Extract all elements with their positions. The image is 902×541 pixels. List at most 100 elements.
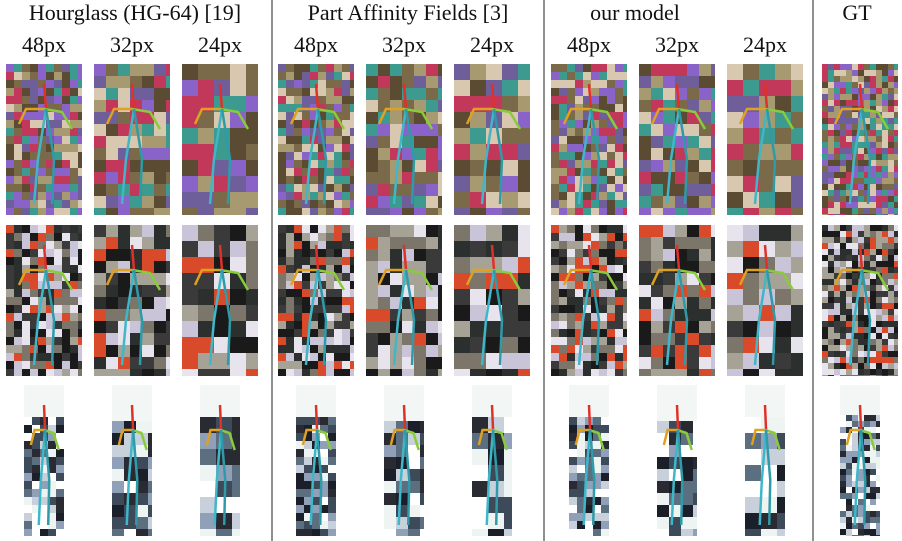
image-pixel — [639, 100, 651, 112]
image-pixel — [32, 489, 40, 497]
image-pixel — [366, 273, 378, 285]
image-pixel — [623, 297, 627, 305]
image-pixel — [166, 297, 170, 309]
image-pixel — [577, 385, 585, 393]
image-pixel — [822, 178, 828, 184]
image — [551, 64, 627, 215]
image-pixel — [200, 401, 216, 417]
image-pixel — [54, 96, 62, 104]
image-pixel — [408, 409, 420, 421]
image-pixel — [118, 237, 130, 249]
image-pixel — [870, 505, 876, 511]
image-pixel — [882, 208, 888, 214]
image-pixel — [828, 112, 834, 118]
image-pixel — [623, 96, 627, 104]
image-pixel — [699, 160, 711, 172]
image-pixel — [864, 403, 870, 409]
image-pixel — [727, 96, 743, 112]
image-pixel — [518, 353, 530, 369]
image-pixel — [840, 172, 846, 178]
image-pixel — [882, 202, 888, 208]
image-pixel — [420, 481, 424, 493]
image-pixel — [882, 94, 888, 100]
image-pixel — [56, 425, 64, 433]
image-pixel — [601, 489, 609, 497]
image-pixel — [14, 144, 22, 152]
image — [200, 385, 240, 536]
image-pixel — [296, 457, 304, 465]
image-pixel — [326, 112, 334, 120]
image-pixel — [396, 397, 408, 409]
image-pixel — [840, 457, 846, 463]
image-pixel — [551, 305, 559, 313]
image-pixel — [24, 521, 32, 529]
image-pixel — [366, 172, 378, 184]
image-pixel — [414, 237, 426, 249]
image-pixel — [791, 112, 803, 128]
image-pixel — [454, 289, 470, 305]
image-pixel — [334, 80, 342, 88]
image-pixel — [310, 192, 318, 200]
image-pixel — [278, 176, 286, 184]
image-pixel — [402, 369, 414, 376]
image-pixel — [326, 72, 334, 80]
image-pixel — [366, 184, 378, 196]
image-pixel — [623, 72, 627, 80]
image-pixel — [62, 289, 70, 297]
image-pixel — [62, 353, 70, 361]
image-pixel — [699, 261, 711, 273]
image-pixel — [759, 160, 775, 176]
image-pixel — [551, 144, 559, 152]
image-pixel — [663, 369, 675, 376]
image-pixel — [112, 505, 124, 517]
image-pixel — [414, 196, 426, 208]
image-pixel — [828, 225, 834, 231]
image-pixel — [834, 190, 840, 196]
image-pixel — [623, 289, 627, 297]
image-pixel — [858, 357, 864, 363]
image-pixel — [142, 64, 154, 76]
image-pixel — [870, 261, 876, 267]
image-pixel — [822, 154, 828, 160]
image-pixel — [840, 64, 846, 70]
pose-limb — [132, 405, 133, 430]
image-pixel — [822, 333, 828, 339]
image-pixel — [328, 401, 336, 409]
image-pixel — [876, 333, 882, 339]
image-pixel — [342, 233, 350, 241]
image-pixel — [118, 208, 130, 215]
image-pixel — [882, 345, 888, 351]
image-pixel — [858, 369, 864, 375]
image-pixel — [894, 225, 898, 231]
image-pixel — [166, 76, 170, 88]
image-pixel — [14, 200, 22, 208]
image-pixel — [30, 289, 38, 297]
image-pixel — [583, 64, 591, 72]
image-pixel — [559, 297, 567, 305]
image-pixel — [569, 521, 577, 529]
image-pixel — [876, 475, 880, 481]
image-pixel — [486, 64, 502, 80]
image-pixel — [378, 309, 390, 321]
image-pixel — [834, 243, 840, 249]
image-pixel — [852, 64, 858, 70]
image-pixel — [326, 329, 334, 337]
image-pixel — [328, 417, 336, 425]
image-pixel — [615, 265, 623, 273]
image-pixel — [828, 261, 834, 267]
image-pixel — [470, 369, 486, 376]
image-pixel — [623, 313, 627, 321]
image-pixel — [378, 124, 390, 136]
image-pixel — [48, 385, 56, 393]
image-pixel — [888, 279, 894, 285]
image-pixel — [822, 106, 828, 112]
image-pixel — [14, 88, 22, 96]
image-pixel — [286, 176, 294, 184]
image-pixel — [390, 285, 402, 297]
image-pixel — [669, 505, 681, 517]
image-pixel — [6, 128, 14, 136]
image-pixel — [559, 289, 567, 297]
image-pixel — [142, 309, 154, 321]
image-pixel — [54, 289, 62, 297]
image-pixel — [232, 529, 240, 536]
